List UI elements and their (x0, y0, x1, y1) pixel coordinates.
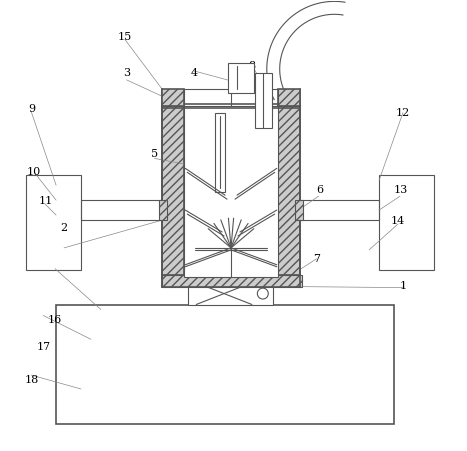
Text: 6: 6 (316, 184, 323, 195)
Text: 5: 5 (151, 149, 158, 159)
Bar (163, 89, 184, 106)
Text: 11: 11 (38, 196, 53, 206)
Bar (163, 275, 302, 287)
Text: 2: 2 (61, 223, 68, 233)
Bar (215, 113, 225, 192)
Text: 7: 7 (313, 254, 320, 264)
Text: 4: 4 (191, 68, 198, 78)
Bar (228, 63, 254, 93)
Bar (26, 175, 81, 270)
Bar (278, 89, 300, 106)
Text: 3: 3 (123, 68, 130, 78)
Bar (295, 200, 303, 220)
Bar (56, 304, 394, 424)
Text: 12: 12 (396, 108, 410, 119)
Text: 13: 13 (394, 184, 408, 195)
Bar (163, 106, 184, 276)
Bar (255, 73, 272, 128)
Text: 10: 10 (27, 167, 41, 177)
Bar (188, 283, 273, 304)
Bar (278, 106, 300, 276)
Text: 16: 16 (48, 315, 62, 325)
Text: 8: 8 (248, 61, 255, 71)
Bar (163, 275, 300, 287)
Text: 9: 9 (28, 104, 35, 114)
Circle shape (257, 288, 268, 299)
Bar (184, 106, 278, 276)
Bar (379, 175, 434, 270)
Bar (159, 200, 167, 220)
Text: 1: 1 (399, 281, 406, 291)
Text: 17: 17 (36, 341, 50, 351)
Text: 14: 14 (391, 216, 405, 226)
Text: 18: 18 (24, 375, 39, 385)
Text: 15: 15 (117, 32, 132, 42)
